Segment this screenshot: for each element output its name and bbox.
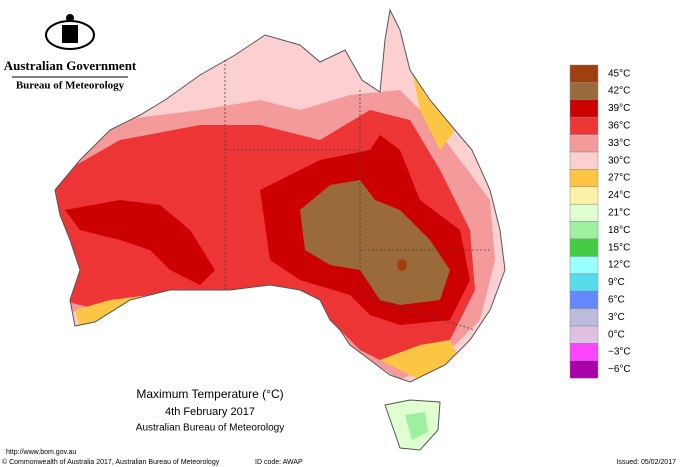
legend-swatch xyxy=(569,325,599,344)
legend-swatch xyxy=(569,99,599,118)
legend-label: 42°C xyxy=(608,86,630,97)
legend-label: 21°C xyxy=(608,208,630,219)
footer-id: ID code: AWAP xyxy=(255,459,303,466)
legend-swatch xyxy=(569,82,599,101)
legend-swatch xyxy=(569,134,599,153)
legend-swatch xyxy=(569,64,599,83)
crest xyxy=(45,14,95,50)
legend-label: 0°C xyxy=(608,329,625,340)
footer-issued: Issued: 05/02/2017 xyxy=(616,459,676,466)
footer-copyright: © Commonwealth of Australia 2017, Austra… xyxy=(2,458,220,466)
legend-label: 12°C xyxy=(608,260,630,271)
legend-swatch xyxy=(569,151,599,170)
coastline xyxy=(54,8,506,383)
map-title: Maximum Temperature (°C) xyxy=(136,387,283,401)
legend-label: 3°C xyxy=(608,312,625,323)
footer-url: http://www.bom.gov.au xyxy=(6,449,76,456)
tasmania-cool xyxy=(405,412,428,440)
legend-label: −3°C xyxy=(608,347,631,358)
legend-label: 36°C xyxy=(608,121,630,132)
legend-swatch xyxy=(569,186,599,205)
legend-swatch xyxy=(569,203,599,222)
legend-label: 30°C xyxy=(608,155,630,166)
legend-swatch xyxy=(569,360,599,379)
legend: 45°C 42°C 39°C 36°C 33°C 30°C 27°C 24°C 21°C 18°C… xyxy=(569,64,631,379)
legend-label: 6°C xyxy=(608,295,625,306)
legend-label: 27°C xyxy=(608,173,630,184)
legend-swatch xyxy=(569,343,599,362)
legend-label: 33°C xyxy=(608,138,630,149)
legend-label: 45°C xyxy=(608,68,630,79)
map-date: 4th February 2017 xyxy=(165,406,255,418)
legend-swatch xyxy=(569,169,599,188)
agency-name: Australian Government xyxy=(4,58,137,73)
legend-label: 9°C xyxy=(608,277,625,288)
legend-swatch xyxy=(569,308,599,327)
legend-label: 39°C xyxy=(608,103,630,114)
legend-swatch xyxy=(569,273,599,292)
legend-label: 18°C xyxy=(608,225,630,236)
legend-label: 24°C xyxy=(608,190,630,201)
legend-label: −6°C xyxy=(608,364,631,375)
bureau-name: Bureau of Meteorology xyxy=(16,80,125,92)
legend-swatch xyxy=(569,290,599,309)
map-source: Australian Bureau of Meteorology xyxy=(136,423,284,434)
state-borders xyxy=(224,60,490,331)
legend-swatch xyxy=(569,256,599,275)
legend-swatch xyxy=(569,221,599,240)
legend-swatch xyxy=(569,238,599,257)
legend-label: 15°C xyxy=(608,242,630,253)
legend-swatch xyxy=(569,116,599,135)
